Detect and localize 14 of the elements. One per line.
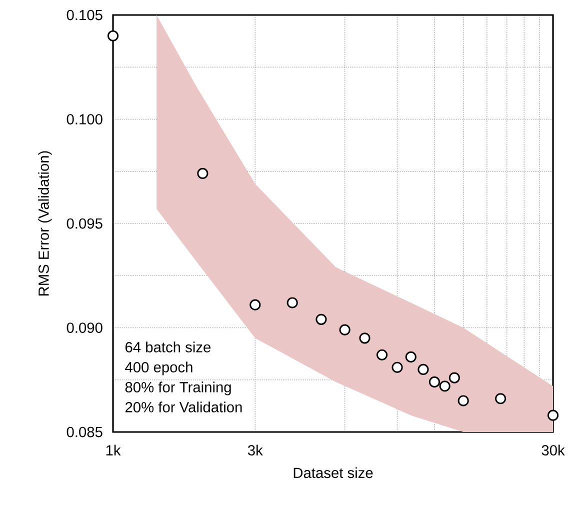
- x-tick-label: 3k: [248, 444, 263, 456]
- x-axis-title: Dataset size: [294, 467, 373, 478]
- annotation: 80% for Training: [125, 382, 231, 396]
- y-tick-label: 0.085: [66, 426, 102, 438]
- y-axis-title: RMS Error (Validation): [38, 151, 52, 296]
- y-tick-label: 0.095: [66, 218, 102, 229]
- annotation: 64 batch size: [126, 342, 211, 352]
- annotation: 400 epoch: [125, 362, 192, 376]
- annotation: 20% for Validation: [125, 402, 242, 412]
- x-tick-label: 30k: [542, 444, 565, 456]
- y-tick-label: 0.100: [66, 114, 102, 124]
- y-tick-label: 0.090: [66, 322, 102, 333]
- x-tick-label: 1k: [106, 444, 121, 456]
- y-tick-label: 0.105: [66, 10, 102, 20]
